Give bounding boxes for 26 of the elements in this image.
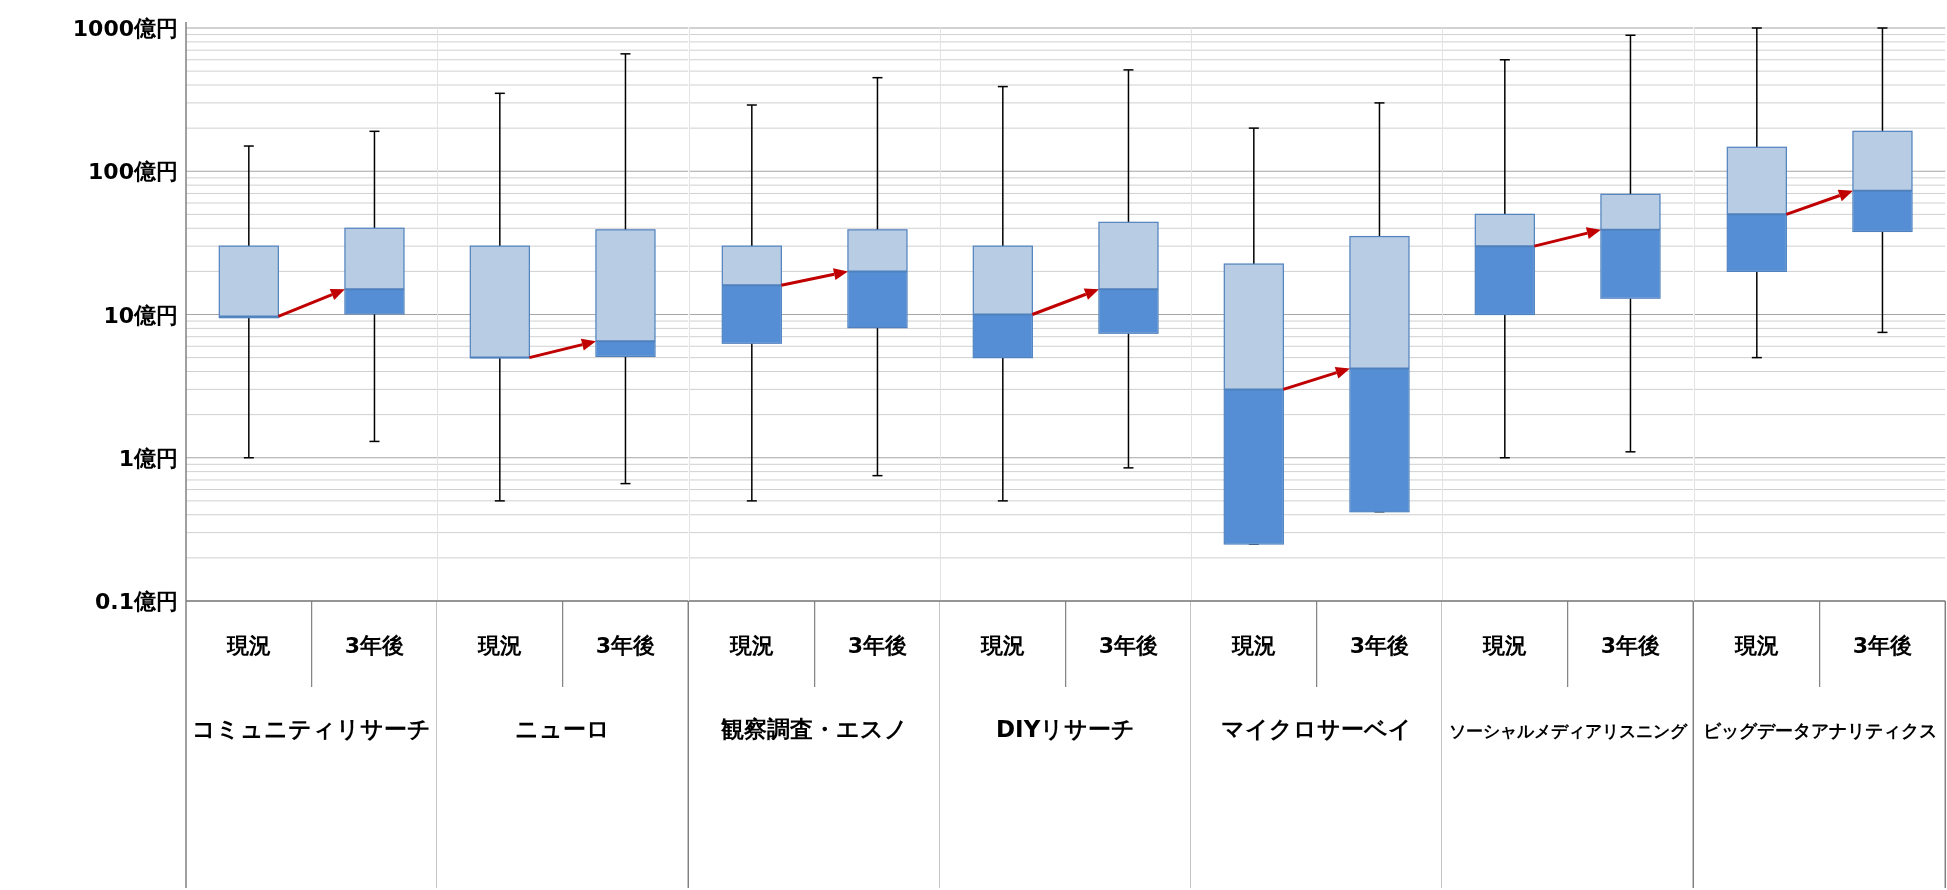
text: 観察調査・エスノ — [719, 716, 908, 742]
x-tick-label: 現況 — [477, 633, 523, 658]
x-tick-label: 現況 — [979, 633, 1025, 658]
text: DIYリサーチ — [995, 716, 1136, 742]
x-tick-label: 現況 — [225, 633, 271, 658]
x-tick-label: 3年後 — [596, 633, 656, 658]
x-tick-label: 3年後 — [1601, 633, 1661, 658]
x-tick-label: 3年後 — [344, 633, 405, 658]
x-tick-label: 3年後 — [1349, 633, 1410, 658]
x-tick-label: 現況 — [728, 633, 774, 658]
text: ソーシャルメディアリスニング — [1449, 721, 1689, 741]
text: ニューロ — [515, 716, 611, 742]
x-tick-label: 現況 — [1482, 633, 1528, 658]
text: ビッグデータアナリティクス — [1702, 720, 1937, 741]
text: コミュニティリサーチ — [192, 716, 432, 742]
y-tick-label: 10億円 — [103, 302, 178, 328]
x-tick-label: 3年後 — [1852, 633, 1912, 658]
y-tick-label: 1000億円 — [72, 16, 178, 41]
x-tick-label: 現況 — [1230, 633, 1276, 658]
x-tick-label: 3年後 — [1098, 633, 1158, 658]
x-tick-label: 現況 — [1733, 633, 1779, 658]
y-tick-label: 0.1億円 — [95, 589, 178, 614]
y-tick-label: 1億円 — [118, 445, 178, 471]
x-tick-label: 3年後 — [847, 633, 907, 658]
y-tick-label: 100億円 — [88, 159, 178, 185]
text: マイクロサーベイ — [1221, 716, 1413, 742]
